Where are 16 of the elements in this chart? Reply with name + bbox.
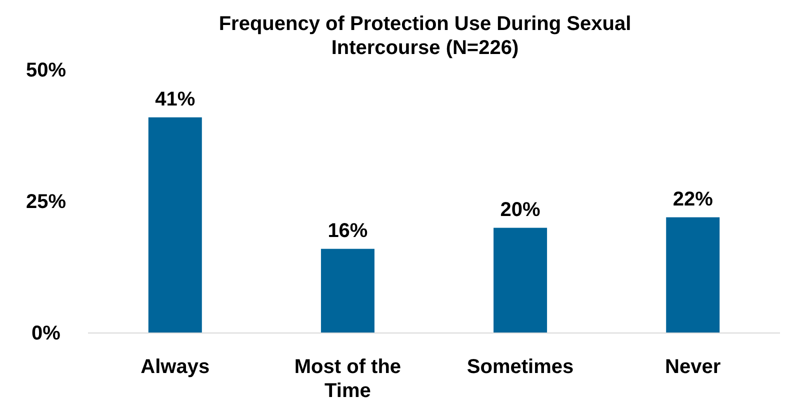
- data-label: 22%: [672, 188, 714, 210]
- data-label: 20%: [500, 198, 541, 221]
- x-tick-label: Never: [665, 356, 721, 378]
- x-tick-label: Sometimes: [466, 356, 574, 378]
- bar: [494, 228, 548, 333]
- y-tick-label: 0%: [32, 322, 61, 344]
- y-tick-label: 25%: [26, 190, 66, 213]
- bar: [320, 248, 374, 333]
- x-tick-label: Always: [140, 356, 210, 378]
- bar: [148, 117, 202, 333]
- data-label: 41%: [155, 88, 196, 110]
- bar: [666, 217, 720, 333]
- x-tick-label: Most of the Time: [294, 356, 402, 402]
- y-tick-label: 50%: [26, 59, 66, 82]
- data-label: 16%: [328, 220, 368, 242]
- chart-title: Frequency of Protection Use During Sexual Intercourse (N=226): [218, 13, 632, 59]
